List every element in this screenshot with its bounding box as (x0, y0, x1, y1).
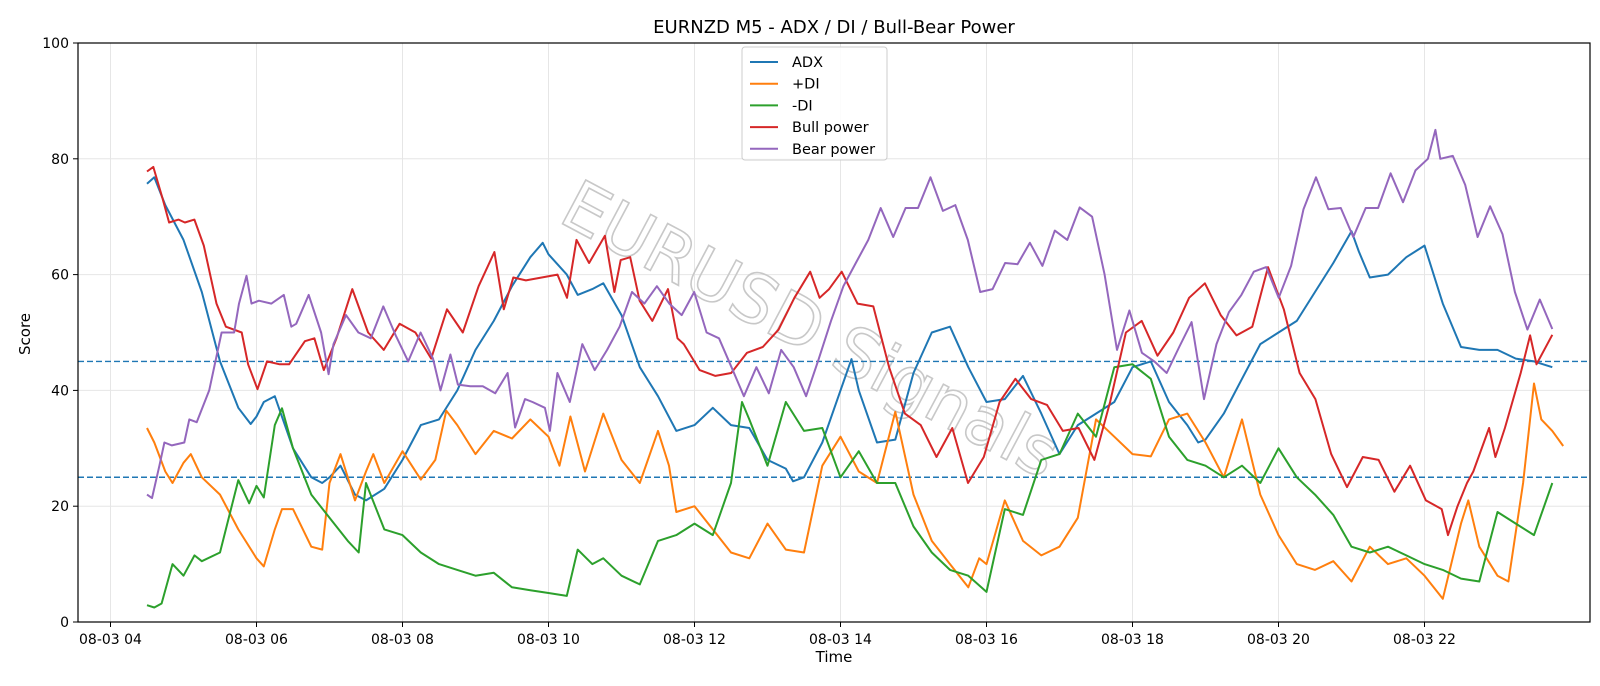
legend-label: -DI (792, 98, 813, 114)
series-line-bull-power (146, 165, 1554, 537)
y-tick-label: 60 (51, 268, 69, 284)
y-tick-label: 100 (42, 36, 69, 52)
x-tick-label: 08-03 06 (225, 632, 288, 648)
x-tick-label: 08-03 14 (809, 632, 872, 648)
plot-frame (77, 42, 1591, 623)
series-line--di (146, 382, 1565, 600)
x-tick-label: 08-03 12 (663, 632, 726, 648)
legend-label: Bear power (792, 142, 875, 158)
x-axis-title: Time (815, 648, 853, 666)
series-line-adx (146, 176, 1553, 502)
x-tick-label: 08-03 20 (1247, 632, 1310, 648)
x-tick-label: 08-03 04 (79, 632, 142, 648)
y-axis-ticks: 0 20 40 60 80 100 (42, 36, 78, 631)
x-tick-label: 08-03 18 (1101, 632, 1164, 648)
x-tick-label: 08-03 22 (1393, 632, 1456, 648)
legend-label: Bull power (792, 120, 869, 136)
y-tick-label: 20 (51, 499, 69, 515)
x-axis-ticks: 08-03 04 08-03 06 08-03 08 08-03 10 08-03 12… (79, 622, 1456, 648)
legend-label: +DI (792, 77, 820, 93)
y-axis-title: Score (16, 313, 34, 355)
y-tick-label: 80 (51, 152, 69, 168)
y-tick-label: 0 (60, 615, 69, 631)
series-lines (146, 128, 1565, 609)
chart-title: EURNZD M5 - ADX / DI / Bull-Bear Power (653, 17, 1015, 38)
series-line-bear-power (146, 128, 1554, 500)
x-tick-label: 08-03 08 (371, 632, 434, 648)
y-tick-label: 40 (51, 383, 69, 399)
legend-box (741, 46, 888, 161)
x-tick-label: 08-03 10 (517, 632, 580, 648)
x-tick-label: 08-03 16 (955, 632, 1018, 648)
series-line--di (146, 363, 1554, 609)
legend: ADX +DI -DI Bull power Bear power (741, 46, 888, 161)
legend-label: ADX (792, 55, 823, 71)
